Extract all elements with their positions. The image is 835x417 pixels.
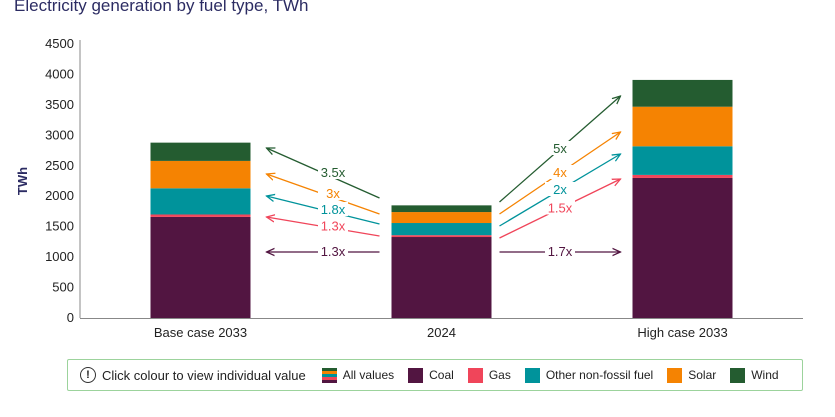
legend-label: Coal <box>429 368 454 382</box>
y-tick-label: 1500 <box>45 219 74 234</box>
x-tick-label: High case 2033 <box>637 325 727 340</box>
annotation-bg <box>545 165 575 179</box>
bar-segment-coal <box>391 237 492 318</box>
bar-segment-other-non-fossil-fuel <box>391 223 492 236</box>
gas-swatch <box>467 367 483 383</box>
legend-item-wind[interactable]: Wind <box>730 367 779 383</box>
bar-segment-solar <box>150 160 251 189</box>
annotation-bg <box>318 244 348 258</box>
annotation-label: 1.3x <box>321 244 346 259</box>
annotation-bg <box>318 202 348 216</box>
legend-item-other-non-fossil-fuel[interactable]: Other non-fossil fuel <box>524 367 654 383</box>
legend-label: All values <box>342 368 395 382</box>
annotation-label: 3x <box>326 186 340 201</box>
annotation-label: 4x <box>553 165 567 180</box>
bar-segment-gas <box>632 174 733 178</box>
y-tick-label: 1000 <box>45 249 74 264</box>
legend-item-coal[interactable]: Coal <box>408 367 454 383</box>
stacked-bar-chart: 0 500 1000 1500 2000 2500 3000 3500 4000 4500 TWh B… <box>15 36 803 340</box>
solar-swatch <box>667 367 683 383</box>
y-tick-label: 4000 <box>45 66 74 81</box>
annotation-bg <box>318 165 348 179</box>
x-tick-label: 2024 <box>427 325 456 340</box>
legend-info: ! Click colour to view individual value <box>80 367 306 383</box>
legend-label: Gas <box>488 368 511 382</box>
y-tick-label: 0 <box>67 310 74 325</box>
legend-info-text: Click colour to view individual value <box>102 367 306 383</box>
bar-segment-gas <box>150 214 251 217</box>
bar-segment-wind <box>150 142 251 161</box>
bar-segment-solar <box>632 106 733 147</box>
bar-segment-gas <box>391 235 492 238</box>
annotation-label: 5x <box>553 141 567 156</box>
all-values-swatch <box>321 367 337 383</box>
annotation-bg <box>545 200 575 215</box>
bar-segment-coal <box>150 216 251 318</box>
y-tick-label: 4500 <box>45 36 74 51</box>
x-tick-label: Base case 2033 <box>154 325 247 340</box>
bar-segment-solar <box>391 212 492 224</box>
annotation-bg <box>318 218 348 233</box>
info-icon: ! <box>80 367 96 383</box>
bar-segment-other-non-fossil-fuel <box>632 146 733 175</box>
y-tick-label: 3000 <box>45 127 74 142</box>
y-tick-label: 2500 <box>45 158 74 173</box>
bar-segment-wind <box>632 79 733 107</box>
legend-item-all-values[interactable]: All values <box>321 367 395 383</box>
wind-swatch <box>730 367 746 383</box>
annotation-bg <box>545 244 575 258</box>
legend-item-gas[interactable]: Gas <box>467 367 511 383</box>
annotation-label: 1.3x <box>321 219 346 234</box>
y-axis-label: TWh <box>15 167 30 195</box>
annotation-label: 3.5x <box>321 165 346 180</box>
annotation-label: 1.8x <box>321 202 346 217</box>
y-tick-label: 3500 <box>45 97 74 112</box>
legend-label: Other non-fossil fuel <box>545 368 654 382</box>
other-non-fossil-swatch <box>524 367 540 383</box>
chart-title: Electricity generation by fuel type, TWh <box>14 0 309 15</box>
annotation-label: 1.7x <box>548 244 573 259</box>
bar-segment-coal <box>632 177 733 318</box>
bar-segment-other-non-fossil-fuel <box>150 188 251 215</box>
annotation-bg <box>318 186 348 200</box>
legend-label: Wind <box>751 368 779 382</box>
annotation-bg <box>545 182 575 196</box>
legend-item-solar[interactable]: Solar <box>667 367 717 383</box>
annotation-label: 2x <box>553 182 567 197</box>
bar-segment-wind <box>391 205 492 213</box>
y-tick-label: 2000 <box>45 188 74 203</box>
legend: ! Click colour to view individual value … <box>67 359 803 391</box>
coal-swatch <box>408 367 424 383</box>
y-tick-label: 500 <box>52 280 74 295</box>
annotation-bg <box>545 141 575 155</box>
annotation-label: 1.5x <box>548 201 573 216</box>
legend-label: Solar <box>688 368 717 382</box>
